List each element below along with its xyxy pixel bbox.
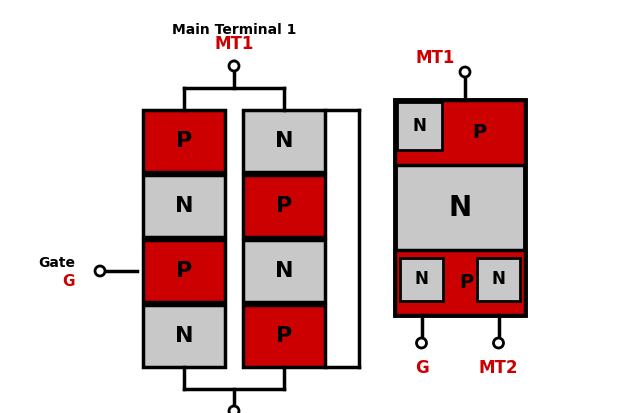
Circle shape [460,67,470,77]
Bar [243,305,325,367]
Circle shape [494,338,503,348]
Bar [400,258,443,301]
Text: N: N [415,271,428,289]
Text: G: G [415,359,428,377]
Bar [243,110,325,172]
Bar [243,175,325,237]
Bar [243,240,325,302]
Bar [143,240,225,302]
Text: P: P [459,273,474,292]
Text: N: N [275,261,293,281]
Bar [477,258,520,301]
Bar [143,175,225,237]
Text: N: N [448,194,472,221]
Bar [143,110,225,172]
Text: P: P [276,196,292,216]
Bar [397,102,442,150]
Text: N: N [492,271,505,289]
Text: P: P [276,326,292,346]
Text: P: P [176,261,192,281]
Bar [395,100,525,165]
Text: G: G [63,273,75,289]
Circle shape [417,338,427,348]
Bar [395,100,525,315]
Text: N: N [175,196,193,216]
Text: N: N [175,326,193,346]
Text: P: P [176,131,192,151]
Text: MT2: MT2 [479,359,518,377]
Text: Gate: Gate [38,256,75,270]
Text: MT1: MT1 [215,35,254,53]
Text: N: N [275,131,293,151]
Circle shape [229,61,239,71]
Bar [395,250,525,315]
Text: MT1: MT1 [415,49,454,67]
Text: N: N [412,117,427,135]
Circle shape [229,406,239,413]
Bar [143,305,225,367]
Circle shape [95,266,105,276]
Text: Main Terminal 1: Main Terminal 1 [172,23,296,37]
Text: P: P [472,123,487,142]
